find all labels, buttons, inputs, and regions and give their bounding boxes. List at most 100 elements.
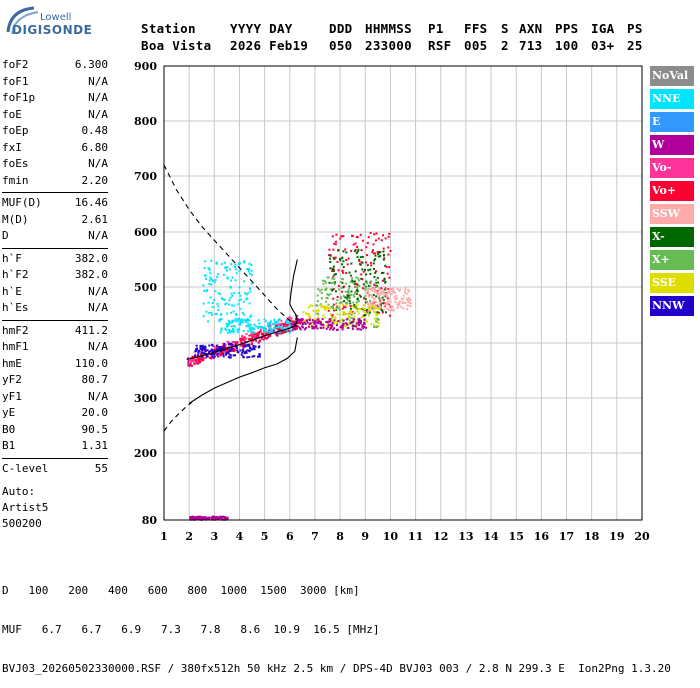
echo-point <box>210 353 213 356</box>
echo-point <box>239 307 242 310</box>
footer-muf-label: MUF <box>2 623 22 636</box>
echo-point <box>319 304 322 307</box>
echo-point <box>366 288 369 291</box>
echo-point <box>230 311 233 314</box>
echo-point <box>329 319 332 322</box>
echo-point <box>276 324 279 327</box>
echo-point <box>386 301 389 304</box>
echo-point <box>387 291 390 294</box>
echo-point <box>250 314 253 317</box>
param-label: h`E <box>2 284 22 298</box>
echo-point <box>351 324 354 327</box>
echo-point <box>219 347 222 350</box>
echo-point <box>195 344 198 347</box>
echo-point <box>382 271 385 274</box>
echo-point <box>336 295 339 298</box>
echo-point <box>327 324 330 327</box>
echo-point <box>328 248 331 251</box>
echo-point <box>335 306 338 309</box>
echo-point <box>347 291 350 294</box>
echo-point <box>250 340 253 343</box>
echo-point <box>286 326 289 329</box>
echo-point <box>348 319 351 322</box>
echo-point <box>344 306 347 309</box>
echo-point <box>329 292 332 295</box>
echo-point <box>226 331 229 334</box>
echo-point <box>296 318 299 321</box>
param-row-foe: foE N/A <box>2 107 108 124</box>
echo-point <box>365 294 368 297</box>
echo-point <box>334 307 337 310</box>
echo-point <box>200 359 203 362</box>
echo-point <box>407 301 410 304</box>
legend-item-ssw: SSW <box>650 204 694 224</box>
echo-point <box>348 296 351 299</box>
echo-point <box>209 272 212 275</box>
echo-point <box>316 294 319 297</box>
param-row-yf1: yF1 N/A <box>2 389 108 406</box>
echo-point <box>228 303 231 306</box>
echo-point <box>295 319 298 322</box>
ionogram-chart: 1 2 3 4 5 6 7 8 9 10 11 12 13 14 15 16 17 18 19 20 80200300… <box>134 60 650 543</box>
echo-point <box>203 267 206 270</box>
echo-point <box>267 334 270 337</box>
echo-point <box>317 309 320 312</box>
echo-point <box>227 356 230 359</box>
echo-point <box>238 299 241 302</box>
echo-point <box>240 338 243 341</box>
echo-point <box>360 273 363 276</box>
param-value: N/A <box>88 389 108 403</box>
echo-point <box>317 313 320 316</box>
echo-point <box>236 341 239 344</box>
echo-point <box>342 286 345 289</box>
echo-point <box>327 309 330 312</box>
param-label: fmin <box>2 173 29 187</box>
echo-point <box>400 305 403 308</box>
echo-point <box>372 293 375 296</box>
echo-point <box>364 312 367 315</box>
echo-point <box>252 328 255 331</box>
echo-point <box>342 250 345 253</box>
echo-point <box>357 248 360 251</box>
echo-point <box>217 518 220 521</box>
param-label: fxI <box>2 140 22 154</box>
echo-point <box>220 263 223 266</box>
echo-point <box>388 266 391 269</box>
echo-point <box>343 324 346 327</box>
echo-point <box>213 515 216 518</box>
param-label: h`F <box>2 251 22 265</box>
echo-point <box>213 350 216 353</box>
echo-point <box>326 324 329 327</box>
param-separator <box>2 457 108 459</box>
echo-point <box>355 301 358 304</box>
echo-point <box>377 295 380 298</box>
echo-point <box>393 296 396 299</box>
echo-point <box>345 301 348 304</box>
echo-point <box>254 338 257 341</box>
echo-point <box>363 308 366 311</box>
echo-point <box>259 330 262 333</box>
echo-point <box>349 305 352 308</box>
echo-point <box>332 303 335 306</box>
echo-point <box>223 348 226 351</box>
y-axis-ticks: 80 200 300 400 500 600 700 800 900 <box>134 60 157 527</box>
echo-point <box>295 327 298 330</box>
echo-point <box>264 327 267 330</box>
echo-point <box>304 312 307 315</box>
echo-point <box>325 327 328 330</box>
echo-point <box>385 302 388 305</box>
echo-point <box>345 304 348 307</box>
echo-point <box>368 295 371 298</box>
echo-point <box>282 322 285 325</box>
echo-point <box>342 313 345 316</box>
echo-point <box>347 288 350 291</box>
echo-point <box>385 292 388 295</box>
param-value: 6.300 <box>74 58 108 71</box>
echo-point <box>218 352 221 355</box>
echo-point <box>278 318 281 321</box>
plot-frame <box>163 65 643 521</box>
echo-point <box>341 257 344 260</box>
echo-point <box>382 302 385 305</box>
echo-point <box>337 288 340 291</box>
echo-point <box>312 321 315 324</box>
